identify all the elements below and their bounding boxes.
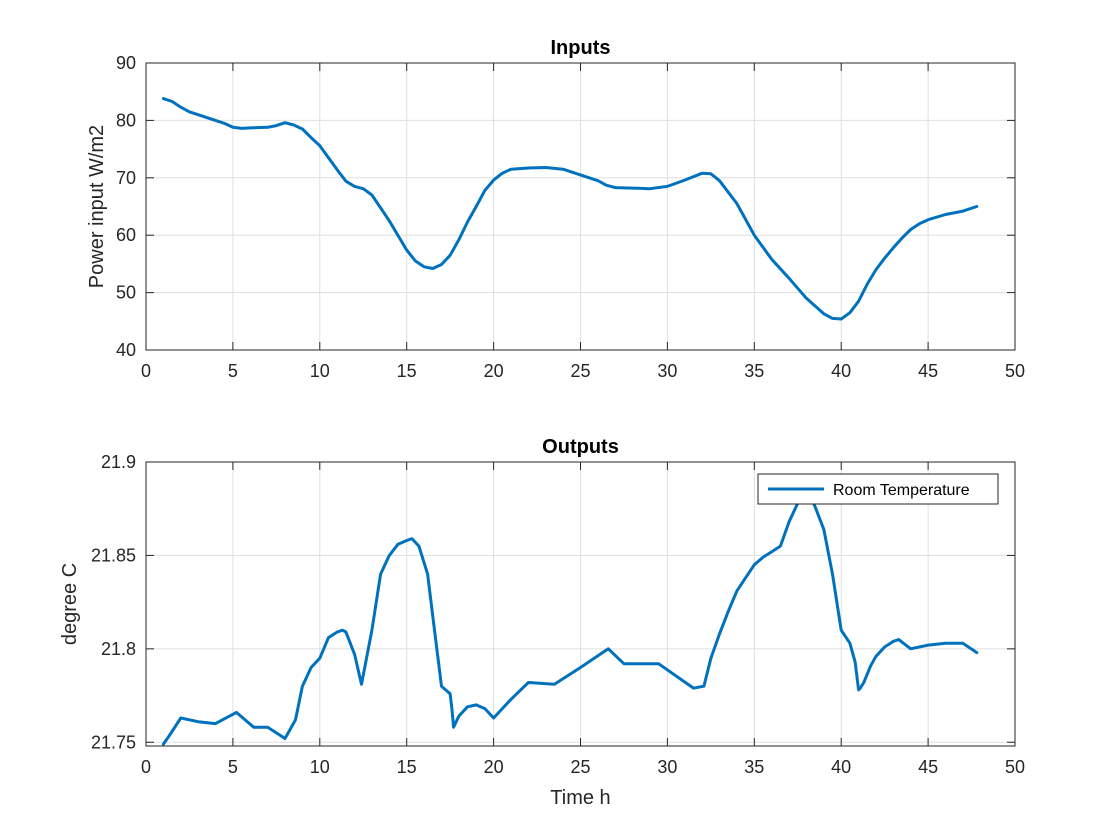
inputs-y-tick-label-1: 50 xyxy=(116,283,136,303)
outputs-y-tick-label-1: 21.8 xyxy=(101,639,136,659)
outputs-series-line-0 xyxy=(161,484,979,746)
inputs-x-tick-label-9: 45 xyxy=(918,361,938,381)
inputs-y-tick-label-5: 90 xyxy=(116,53,136,73)
outputs-x-tick-label-1: 5 xyxy=(228,757,238,777)
inputs-y-tick-label-2: 60 xyxy=(116,225,136,245)
inputs-x-tick-label-8: 40 xyxy=(831,361,851,381)
outputs-x-tick-label-0: 0 xyxy=(141,757,151,777)
outputs-x-tick-label-8: 40 xyxy=(831,757,851,777)
outputs-x-tick-label-6: 30 xyxy=(657,757,677,777)
outputs-x-tick-label-3: 15 xyxy=(397,757,417,777)
outputs-series-layer xyxy=(161,484,979,746)
outputs-y-tick-label-2: 21.85 xyxy=(91,545,136,565)
inputs-y-tick-label-4: 80 xyxy=(116,110,136,130)
inputs-x-tick-label-7: 35 xyxy=(744,361,764,381)
outputs-x-tick-label-9: 45 xyxy=(918,757,938,777)
inputs-x-tick-label-0: 0 xyxy=(141,361,151,381)
inputs-series-layer xyxy=(161,97,979,321)
inputs-x-tick-label-6: 30 xyxy=(657,361,677,381)
legend: Room Temperature xyxy=(757,473,999,505)
outputs-x-axis-label: Time h xyxy=(550,787,610,809)
inputs-x-tick-label-4: 20 xyxy=(484,361,504,381)
outputs-y-axis-label: degree C xyxy=(59,563,81,645)
outputs-x-tick-label-7: 35 xyxy=(744,757,764,777)
outputs-x-tick-label-5: 25 xyxy=(570,757,590,777)
outputs-y-tick-label-0: 21.75 xyxy=(91,732,136,752)
inputs-series-line-0 xyxy=(161,97,979,321)
inputs-x-tick-label-1: 5 xyxy=(228,361,238,381)
inputs-y-tick-label-3: 70 xyxy=(116,168,136,188)
legend-label-room-temperature: Room Temperature xyxy=(833,482,970,499)
outputs-x-tick-label-4: 20 xyxy=(484,757,504,777)
inputs-title: Inputs xyxy=(551,37,611,59)
outputs-y-tick-label-3: 21.9 xyxy=(101,452,136,472)
inputs-x-tick-label-2: 10 xyxy=(310,361,330,381)
inputs-y-tick-label-0: 40 xyxy=(116,340,136,360)
inputs-x-tick-label-5: 25 xyxy=(570,361,590,381)
inputs-x-tick-label-10: 50 xyxy=(1005,361,1025,381)
outputs-subplot: 0 5 10 15 20 25 30 35 40 45 50 21.75 21.8 21.85 21.9 O… xyxy=(59,436,1025,809)
outputs-ticks: 0 5 10 15 20 25 30 35 40 45 50 21.75 21.8 21.85 21.9 xyxy=(91,452,1025,777)
outputs-title: Outputs xyxy=(542,436,619,458)
outputs-x-tick-label-2: 10 xyxy=(310,757,330,777)
inputs-x-tick-label-3: 15 xyxy=(397,361,417,381)
inputs-ticks: 0 5 10 15 20 25 30 35 40 45 50 40 50 60 70 80 90 xyxy=(116,53,1025,381)
outputs-x-tick-label-10: 50 xyxy=(1005,757,1025,777)
inputs-y-axis-label: Power input W/m2 xyxy=(86,125,108,288)
